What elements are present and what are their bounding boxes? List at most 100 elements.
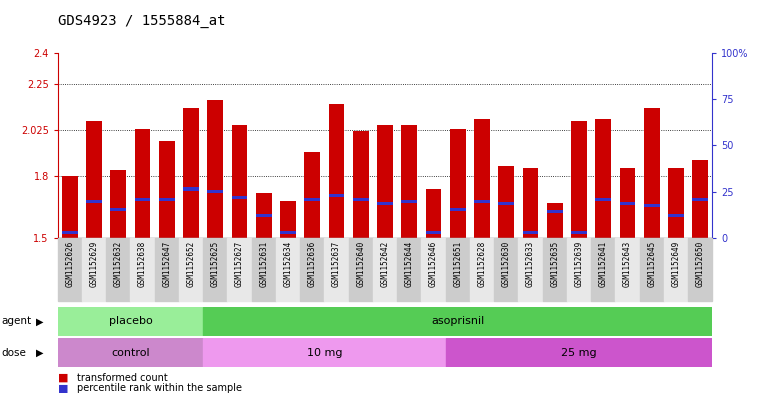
Bar <box>426 231 441 234</box>
Bar <box>426 189 441 238</box>
Text: GSM1152647: GSM1152647 <box>162 241 172 287</box>
Bar <box>615 238 640 301</box>
Text: GSM1152627: GSM1152627 <box>235 241 244 287</box>
Bar <box>494 238 518 301</box>
Bar <box>518 238 543 301</box>
Bar <box>130 238 155 301</box>
Bar <box>207 189 223 193</box>
Bar <box>304 152 320 238</box>
Bar <box>644 204 660 207</box>
Text: GSM1152635: GSM1152635 <box>551 241 559 287</box>
Bar <box>159 141 175 238</box>
Bar <box>58 307 203 336</box>
Bar <box>377 125 393 238</box>
Text: GSM1152645: GSM1152645 <box>647 241 656 287</box>
Bar <box>232 125 247 238</box>
Text: GSM1152644: GSM1152644 <box>405 241 413 287</box>
Text: GSM1152628: GSM1152628 <box>477 241 487 287</box>
Bar <box>349 238 373 301</box>
Bar <box>280 231 296 234</box>
Bar <box>401 200 417 203</box>
Text: GSM1152649: GSM1152649 <box>671 241 681 287</box>
Bar <box>595 198 611 201</box>
Bar <box>547 210 563 213</box>
Bar <box>353 131 369 238</box>
Bar <box>252 238 276 301</box>
Bar <box>353 198 369 201</box>
Bar <box>401 125 417 238</box>
Bar <box>377 202 393 205</box>
Text: GSM1152639: GSM1152639 <box>574 241 584 287</box>
Bar <box>183 187 199 191</box>
Bar <box>256 193 272 238</box>
Bar <box>688 238 712 301</box>
Text: GSM1152646: GSM1152646 <box>429 241 438 287</box>
Bar <box>203 338 446 367</box>
Bar <box>183 108 199 238</box>
Bar <box>62 176 78 238</box>
Bar <box>523 168 538 238</box>
Text: ▶: ▶ <box>36 348 44 358</box>
Bar <box>446 338 712 367</box>
Text: ■: ■ <box>58 383 69 393</box>
Text: GSM1152632: GSM1152632 <box>114 241 123 287</box>
Bar <box>620 168 635 238</box>
Bar <box>640 238 664 301</box>
Bar <box>135 198 150 201</box>
Text: GSM1152642: GSM1152642 <box>380 241 390 287</box>
Text: agent: agent <box>2 316 32 326</box>
Bar <box>329 105 344 238</box>
Text: dose: dose <box>2 348 26 358</box>
Bar <box>203 307 712 336</box>
Text: GSM1152637: GSM1152637 <box>332 241 341 287</box>
Bar <box>567 238 591 301</box>
Text: asoprisnil: asoprisnil <box>431 316 484 326</box>
Text: GSM1152630: GSM1152630 <box>502 241 511 287</box>
Text: GSM1152633: GSM1152633 <box>526 241 535 287</box>
Bar <box>591 238 615 301</box>
Text: placebo: placebo <box>109 316 152 326</box>
Bar <box>450 208 466 211</box>
Bar <box>498 202 514 205</box>
Bar <box>135 129 150 238</box>
Bar <box>620 202 635 205</box>
Text: GSM1152641: GSM1152641 <box>598 241 608 287</box>
Bar <box>446 238 470 301</box>
Bar <box>474 200 490 203</box>
Text: 25 mg: 25 mg <box>561 348 597 358</box>
Text: ▶: ▶ <box>36 316 44 326</box>
Text: GSM1152652: GSM1152652 <box>186 241 196 287</box>
Bar <box>397 238 421 301</box>
Bar <box>276 238 300 301</box>
Bar <box>329 194 344 197</box>
Bar <box>692 160 708 238</box>
Text: GSM1152629: GSM1152629 <box>89 241 99 287</box>
Bar <box>106 238 130 301</box>
Bar <box>58 338 203 367</box>
Bar <box>474 119 490 238</box>
Text: GSM1152625: GSM1152625 <box>211 241 219 287</box>
Text: percentile rank within the sample: percentile rank within the sample <box>77 383 242 393</box>
Bar <box>450 129 466 238</box>
Bar <box>86 121 102 238</box>
Bar <box>227 238 252 301</box>
Bar <box>58 238 82 301</box>
Text: GSM1152651: GSM1152651 <box>454 241 462 287</box>
Bar <box>110 170 126 238</box>
Text: ■: ■ <box>58 373 69 383</box>
Bar <box>373 238 397 301</box>
Text: transformed count: transformed count <box>77 373 168 383</box>
Text: GSM1152631: GSM1152631 <box>259 241 268 287</box>
Bar <box>159 198 175 201</box>
Bar <box>256 214 272 217</box>
Bar <box>280 201 296 238</box>
Bar <box>692 198 708 201</box>
Text: GSM1152640: GSM1152640 <box>357 241 365 287</box>
Bar <box>523 231 538 234</box>
Bar <box>203 238 227 301</box>
Bar <box>571 121 587 238</box>
Text: 10 mg: 10 mg <box>306 348 342 358</box>
Text: GSM1152643: GSM1152643 <box>623 241 632 287</box>
Bar <box>82 238 106 301</box>
Bar <box>543 238 567 301</box>
